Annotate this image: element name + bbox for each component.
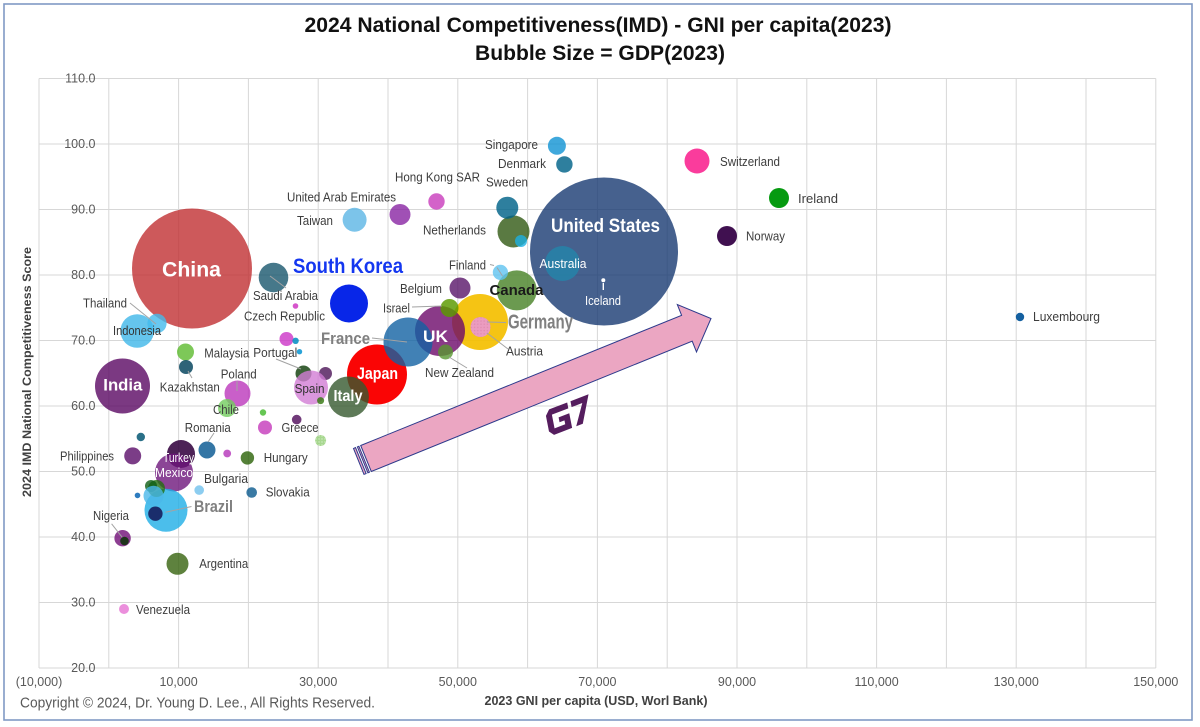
svg-text:2023 GNI per capita (USD, Worl: 2023 GNI per capita (USD, Worl Bank): [485, 693, 708, 708]
svg-text:China: China: [162, 259, 221, 282]
svg-text:20.0: 20.0: [71, 661, 95, 675]
svg-text:Kazakhstan: Kazakhstan: [160, 381, 220, 395]
svg-text:Slovakia: Slovakia: [266, 486, 310, 500]
svg-text:Sweden: Sweden: [486, 176, 528, 190]
svg-text:90.0: 90.0: [71, 203, 95, 217]
svg-text:Iceland: Iceland: [585, 294, 621, 308]
svg-text:2024 IMD National Competitiven: 2024 IMD National Competitiveness Score: [20, 247, 34, 497]
svg-text:Chile: Chile: [213, 403, 239, 417]
svg-text:UK: UK: [423, 327, 449, 346]
svg-text:Switzerland: Switzerland: [720, 155, 780, 169]
svg-text:90,000: 90,000: [718, 675, 756, 689]
svg-text:30,000: 30,000: [299, 675, 337, 689]
svg-text:Finland: Finland: [449, 259, 486, 273]
svg-text:Saudi Arabia: Saudi Arabia: [253, 289, 318, 303]
svg-text:United States: United States: [551, 216, 660, 237]
svg-text:100.0: 100.0: [64, 137, 95, 151]
svg-text:80.0: 80.0: [71, 268, 95, 282]
svg-text:Portugal: Portugal: [253, 346, 297, 360]
svg-text:Ireland: Ireland: [798, 192, 838, 206]
svg-text:Australia: Australia: [540, 257, 587, 271]
svg-text:150,000: 150,000: [1133, 675, 1178, 689]
svg-text:Malaysia: Malaysia: [204, 346, 249, 360]
svg-text:50,000: 50,000: [439, 675, 477, 689]
svg-text:50.0: 50.0: [71, 465, 95, 479]
svg-text:Nigeria: Nigeria: [93, 509, 129, 523]
svg-text:70,000: 70,000: [578, 675, 616, 689]
svg-text:Israel: Israel: [383, 302, 410, 316]
svg-text:Argentina: Argentina: [199, 557, 248, 571]
svg-text:Mexico: Mexico: [155, 466, 193, 480]
svg-text:Taiwan: Taiwan: [297, 214, 333, 228]
svg-text:Philippines: Philippines: [60, 450, 114, 464]
svg-text:Brazil: Brazil: [194, 497, 233, 516]
svg-text:Bulgaria: Bulgaria: [204, 472, 248, 486]
svg-text:10,000: 10,000: [159, 675, 197, 689]
svg-text:Turkey: Turkey: [163, 451, 195, 465]
svg-text:Greece: Greece: [282, 421, 319, 435]
svg-text:France: France: [321, 329, 370, 348]
svg-text:60.0: 60.0: [71, 399, 95, 413]
svg-text:Canada: Canada: [490, 282, 545, 299]
svg-text:110.0: 110.0: [65, 72, 95, 86]
svg-text:Austria: Austria: [506, 345, 543, 359]
svg-text:Italy: Italy: [334, 388, 363, 405]
svg-text:India: India: [103, 376, 143, 395]
svg-text:70.0: 70.0: [71, 334, 95, 348]
svg-text:110,000: 110,000: [854, 675, 898, 689]
svg-text:New Zealand: New Zealand: [425, 366, 494, 380]
svg-text:2024 National Competitiveness(: 2024 National Competitiveness(IMD) - GNI…: [305, 14, 892, 37]
svg-text:Hungary: Hungary: [264, 451, 309, 465]
svg-text:Venezuela: Venezuela: [136, 603, 190, 617]
svg-text:Romania: Romania: [185, 421, 231, 435]
svg-text:40.0: 40.0: [71, 530, 95, 544]
svg-text:Singapore: Singapore: [485, 138, 538, 152]
svg-text:Germany: Germany: [508, 312, 574, 334]
svg-text:130,000: 130,000: [994, 675, 1039, 689]
svg-text:Poland: Poland: [221, 368, 257, 382]
svg-text:Hong Kong SAR: Hong Kong SAR: [395, 171, 480, 185]
svg-text:Thailand: Thailand: [83, 297, 127, 311]
svg-text:Norway: Norway: [746, 230, 786, 244]
svg-text:(10,000): (10,000): [16, 675, 63, 689]
svg-text:South Korea: South Korea: [293, 255, 403, 278]
svg-text:United Arab Emirates: United Arab Emirates: [287, 191, 396, 205]
svg-text:Luxembourg: Luxembourg: [1033, 310, 1100, 324]
svg-text:Spain: Spain: [295, 382, 325, 396]
svg-text:Belgium: Belgium: [400, 282, 442, 296]
svg-text:Japan: Japan: [357, 364, 398, 383]
svg-text:Indonesia: Indonesia: [113, 324, 161, 338]
svg-text:Bubble Size = GDP(2023): Bubble Size = GDP(2023): [475, 42, 725, 65]
svg-text:Copyright © 2024, Dr. Young D.: Copyright © 2024, Dr. Young D. Lee., All…: [20, 695, 375, 712]
svg-text:30.0: 30.0: [71, 596, 95, 610]
svg-text:Netherlands: Netherlands: [423, 224, 486, 238]
svg-text:Czech Republic: Czech Republic: [244, 310, 325, 324]
svg-text:Denmark: Denmark: [498, 157, 547, 171]
